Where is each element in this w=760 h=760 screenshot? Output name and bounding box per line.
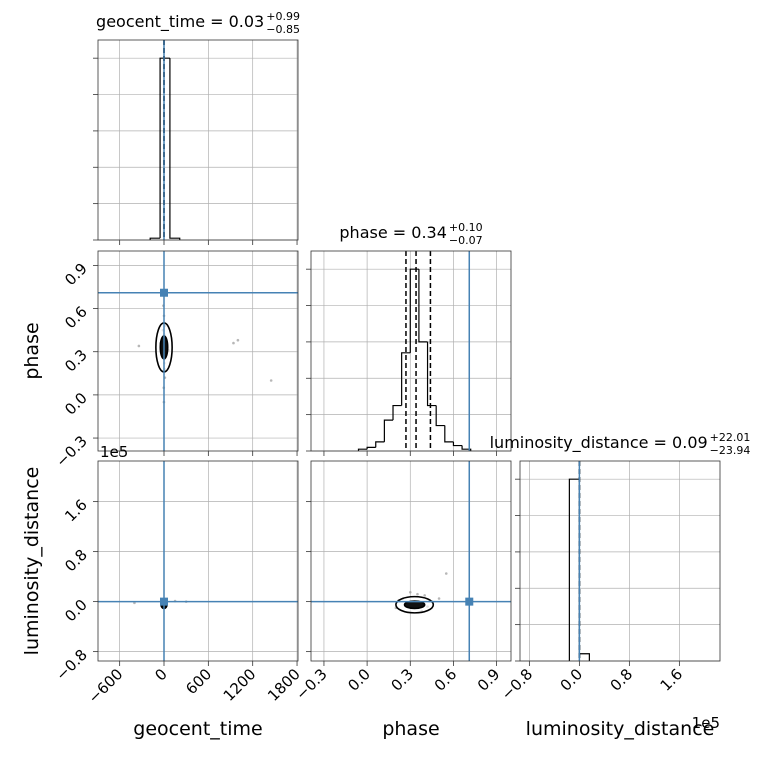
title-minus: −0.07: [449, 234, 483, 247]
y-tick-label: 1.6: [61, 496, 91, 526]
y-tick-label: 0.8: [61, 546, 91, 576]
x-tick-label: 600: [182, 665, 215, 698]
histogram-bar: [383, 419, 394, 442]
histogram-bar: [426, 341, 437, 407]
x-tick-label: 0.3: [388, 665, 418, 695]
histogram-bar: [357, 448, 368, 451]
y-tick-label: 0.3: [61, 346, 91, 376]
y-axis-label: luminosity_distance: [21, 467, 43, 656]
y-tick-label: 0.0: [61, 596, 91, 626]
histogram-bar: [444, 425, 454, 443]
x-tick-label: −600: [85, 665, 127, 707]
title-main: geocent_time = 0.03: [96, 12, 264, 32]
sample-point: [444, 572, 448, 575]
x-tick-label: 0.6: [431, 665, 461, 695]
sample-point: [408, 590, 412, 594]
title-main: luminosity_distance = 0.09: [490, 433, 708, 453]
histogram-bar: [401, 352, 411, 406]
histogram-bar: [392, 404, 402, 421]
panel-frame: [519, 460, 721, 662]
sample-point: [269, 379, 273, 382]
panel-frame: [310, 460, 512, 662]
panel-title: phase = 0.34 +0.10−0.07: [339, 221, 482, 247]
panel-frame: [97, 250, 299, 452]
x-tick-label: 0: [151, 665, 170, 684]
sample-point: [423, 594, 426, 597]
y-tick-label: −0.8: [52, 646, 90, 684]
histogram-bar: [375, 441, 385, 448]
histogram-bar: [452, 441, 463, 447]
histogram-bar: [169, 58, 181, 240]
x-tick-label: 1.6: [657, 665, 687, 695]
y-tick-label: 0.0: [61, 389, 91, 419]
panel-frame: [97, 460, 299, 662]
panel-title: luminosity_distance = 0.09 +22.01−23.94: [490, 431, 751, 457]
title-plus: +0.10: [449, 221, 483, 234]
histogram-bar: [461, 445, 472, 451]
offset-label: 1e5: [100, 443, 128, 461]
truth-marker: [465, 597, 474, 606]
sample-point: [236, 338, 240, 342]
offset-label: 1e5: [692, 714, 720, 732]
panel-title: geocent_time = 0.03 +0.99−0.85: [96, 10, 300, 36]
sample-point: [232, 341, 235, 345]
title-main: phase = 0.34: [339, 223, 446, 242]
title-minus: −0.85: [266, 23, 300, 36]
y-tick-label: 0.9: [61, 259, 91, 289]
title-plus: +22.01: [710, 431, 751, 444]
histogram-bar: [578, 479, 590, 661]
x-axis-label: luminosity_distance: [526, 718, 715, 740]
histogram-bar: [435, 405, 445, 427]
truth-marker: [160, 288, 169, 297]
sample-point: [416, 592, 419, 596]
sample-point: [437, 597, 441, 600]
histogram-bar: [409, 268, 419, 353]
x-tick-label: 0.0: [557, 665, 587, 695]
y-axis-label: phase: [21, 322, 43, 379]
title-plus: +0.99: [266, 10, 300, 23]
histogram-bar: [159, 57, 170, 239]
truth-marker: [160, 597, 169, 606]
panel-frame: [97, 39, 299, 241]
title-minus: −23.94: [710, 444, 751, 457]
x-tick-label: −0.8: [498, 665, 536, 703]
y-tick-label: −0.3: [52, 432, 90, 470]
histogram-bar: [418, 269, 428, 343]
x-tick-label: 0.8: [607, 665, 637, 695]
x-axis-label: geocent_time: [133, 718, 262, 740]
y-tick-label: 0.6: [61, 303, 91, 333]
sample-point: [137, 344, 141, 348]
x-axis-label: phase: [382, 718, 439, 740]
histogram-bar: [149, 237, 161, 240]
x-tick-label: −0.3: [292, 665, 330, 703]
panel-frame: [310, 250, 512, 452]
histogram-bar: [568, 478, 580, 661]
histogram-bar: [366, 446, 376, 450]
x-tick-label: 1200: [220, 665, 260, 705]
x-tick-label: 0.0: [344, 665, 374, 695]
